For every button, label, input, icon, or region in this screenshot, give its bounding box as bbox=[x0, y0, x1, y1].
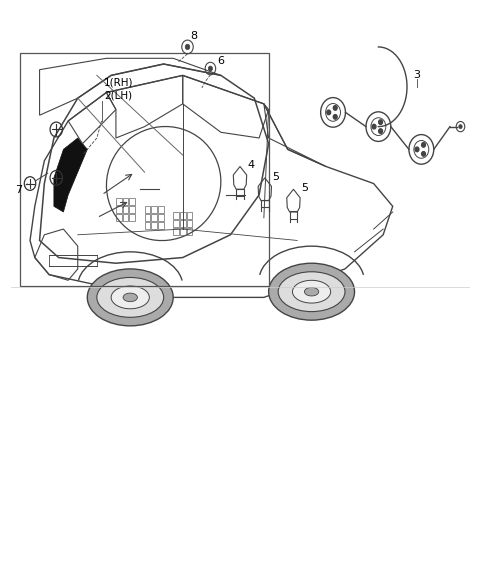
Bar bbox=[151, 206, 157, 213]
Ellipse shape bbox=[278, 272, 345, 312]
Circle shape bbox=[379, 129, 383, 133]
Circle shape bbox=[421, 142, 425, 147]
Text: 1(RH): 1(RH) bbox=[104, 78, 133, 88]
Text: 2(LH): 2(LH) bbox=[104, 90, 132, 100]
Bar bbox=[122, 206, 128, 213]
Bar bbox=[144, 214, 150, 221]
Bar bbox=[158, 206, 164, 213]
Circle shape bbox=[333, 114, 337, 119]
Bar bbox=[289, 212, 297, 219]
Bar bbox=[180, 228, 186, 235]
Text: 3: 3 bbox=[413, 70, 420, 81]
Bar bbox=[122, 198, 128, 205]
Bar bbox=[122, 214, 128, 221]
Bar bbox=[187, 220, 192, 227]
Bar bbox=[144, 223, 150, 229]
Bar bbox=[144, 206, 150, 213]
Bar bbox=[129, 214, 135, 221]
Bar bbox=[187, 228, 192, 235]
Polygon shape bbox=[54, 138, 87, 212]
Ellipse shape bbox=[123, 293, 137, 301]
Text: 8: 8 bbox=[190, 30, 197, 41]
Bar bbox=[129, 198, 135, 205]
Bar bbox=[261, 200, 269, 208]
Bar bbox=[173, 228, 179, 235]
Ellipse shape bbox=[87, 269, 173, 326]
Circle shape bbox=[421, 152, 425, 156]
Circle shape bbox=[379, 120, 383, 124]
Text: 5: 5 bbox=[273, 172, 279, 182]
Bar bbox=[158, 214, 164, 221]
Text: 7: 7 bbox=[15, 185, 23, 196]
Bar bbox=[236, 189, 244, 196]
Bar bbox=[180, 220, 186, 227]
Bar bbox=[116, 206, 121, 213]
Ellipse shape bbox=[269, 263, 355, 320]
Circle shape bbox=[208, 66, 213, 71]
Ellipse shape bbox=[292, 280, 331, 303]
Bar bbox=[116, 214, 121, 221]
Ellipse shape bbox=[97, 277, 164, 317]
Text: 5: 5 bbox=[301, 183, 308, 193]
Bar bbox=[116, 198, 121, 205]
Circle shape bbox=[333, 106, 337, 110]
Ellipse shape bbox=[111, 286, 149, 309]
Ellipse shape bbox=[304, 287, 319, 296]
Bar bbox=[173, 220, 179, 227]
Circle shape bbox=[372, 124, 376, 129]
Bar bbox=[129, 206, 135, 213]
Bar bbox=[151, 214, 157, 221]
Bar bbox=[187, 212, 192, 219]
Circle shape bbox=[415, 147, 419, 152]
Bar bbox=[151, 223, 157, 229]
Bar bbox=[173, 212, 179, 219]
Circle shape bbox=[459, 125, 462, 129]
Circle shape bbox=[327, 110, 331, 114]
Bar bbox=[158, 223, 164, 229]
Circle shape bbox=[185, 44, 190, 50]
Text: 4: 4 bbox=[248, 160, 255, 170]
Text: 6: 6 bbox=[217, 55, 225, 66]
Bar bbox=[180, 212, 186, 219]
